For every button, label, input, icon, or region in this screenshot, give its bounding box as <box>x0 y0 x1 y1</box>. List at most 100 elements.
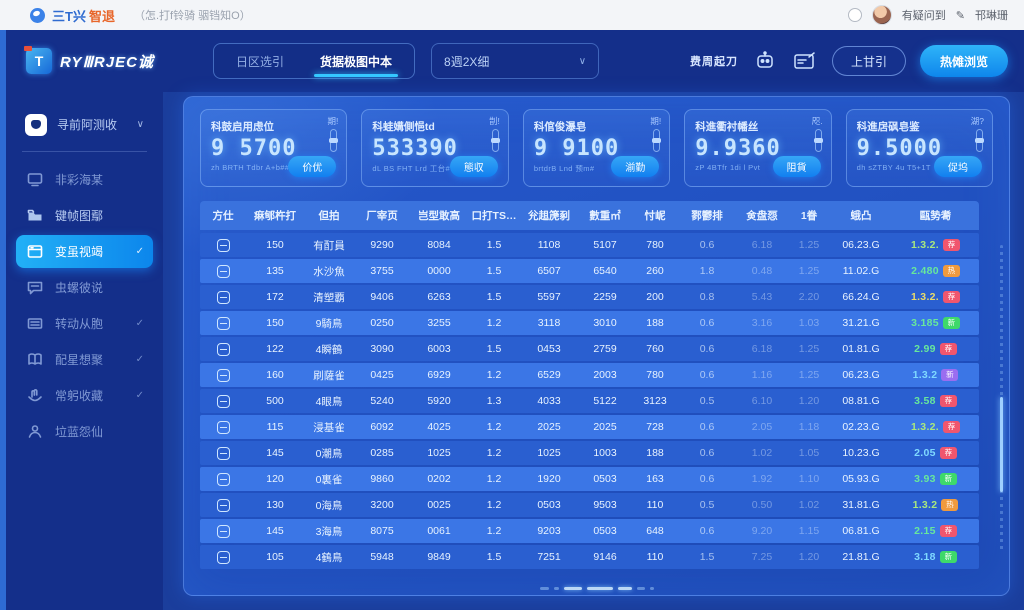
table-cell: 1.25 <box>798 343 820 355</box>
row-checkbox-icon[interactable] <box>216 472 230 486</box>
table-cell: 1.25 <box>798 239 820 251</box>
status-value: 3.18 <box>914 551 936 563</box>
table-column-header: 但拍 <box>318 210 340 222</box>
mini-slider-icon[interactable] <box>490 129 500 152</box>
stat-card-action-button[interactable]: 促坞 <box>934 156 983 177</box>
vertical-scrollbar-thumb[interactable] <box>1000 397 1003 492</box>
table-cell: 0250 <box>370 317 394 329</box>
table-row[interactable]: 115 浸基雀 6092 4025 1.2 2025 2025 728 0.6 … <box>200 415 979 439</box>
table-row[interactable]: 145 3海鳥 8075 0061 1.2 9203 0503 648 0.6 … <box>200 519 979 543</box>
row-checkbox-icon[interactable] <box>216 264 230 278</box>
table-row[interactable]: 122 4瞬鶴 3090 6003 1.5 0453 2759 760 0.6 … <box>200 337 979 361</box>
table-row[interactable]: 160 刷薩雀 0425 6929 1.2 6529 2003 780 0.6 … <box>200 363 979 387</box>
row-checkbox-icon[interactable] <box>216 420 230 434</box>
table-cell: 9406 <box>370 291 394 303</box>
horizontal-scrollbar[interactable] <box>539 587 654 590</box>
row-checkbox-icon[interactable] <box>216 524 230 538</box>
sidebar-item-trailing-icon: ∨ <box>136 119 144 130</box>
notification-circle-icon[interactable] <box>847 8 862 22</box>
main-header: 日区选引 货据极图中本 8週2X细 ∨ 费周起刀 上甘引 热傩浏览 <box>163 30 1024 92</box>
stat-card-action-button[interactable]: 价优 <box>288 156 337 177</box>
header-tab[interactable]: 货据极图中本 <box>302 44 410 78</box>
mini-slider-icon[interactable] <box>329 129 339 152</box>
row-checkbox-icon[interactable] <box>216 316 230 330</box>
browser-tab-title: （怎.打f铃骑 骃铛知O） <box>133 10 251 22</box>
robot-icon[interactable] <box>752 49 778 73</box>
secondary-button[interactable]: 上甘引 <box>831 46 906 76</box>
row-checkbox-icon[interactable] <box>216 394 230 408</box>
status-badge: 热 <box>941 499 959 511</box>
primary-button[interactable]: 热傩浏览 <box>919 45 1008 77</box>
row-checkbox-icon[interactable] <box>216 238 230 252</box>
status-badge: 荐 <box>939 395 957 407</box>
table-cell: 1025 <box>537 447 561 459</box>
sidebar-item[interactable]: 变虽视竭 ✓ <box>16 235 153 268</box>
sidebar-item[interactable]: 配星想聚 ✓ <box>16 343 153 376</box>
sidebar-item[interactable]: 常躬收藏 ✓ <box>16 379 153 412</box>
filter-select[interactable]: 8週2X细 ∨ <box>431 43 600 79</box>
sidebar-item[interactable]: 转动从胞 ✓ <box>16 307 153 340</box>
table-cell: 728 <box>646 421 664 433</box>
row-checkbox-icon[interactable] <box>216 290 230 304</box>
chevron-down-icon: ∨ <box>578 55 587 67</box>
status-value: 1.3.2. <box>910 239 940 251</box>
stat-card-action-button[interactable]: 阻貨 <box>772 156 821 177</box>
table-row[interactable]: 120 0裏雀 9860 0202 1.2 1920 0503 163 0.6 … <box>200 467 979 491</box>
table-cell: 1.5 <box>486 551 502 563</box>
table-cell: 7251 <box>537 551 561 563</box>
row-checkbox-icon[interactable] <box>216 550 230 564</box>
table-cell: 1.8 <box>699 265 715 277</box>
row-checkbox-icon[interactable] <box>216 368 230 382</box>
table-row[interactable]: 172 清塑覇 9406 6263 1.5 5597 2259 200 0.8 … <box>200 285 979 309</box>
table-cell: 2.05 <box>751 421 773 433</box>
table-row[interactable]: 150 有酊員 9290 8084 1.5 1108 5107 780 0.6 … <box>200 233 979 257</box>
table-cell: 9203 <box>537 525 561 537</box>
table-row[interactable]: 130 0海鳥 3200 0025 1.2 0503 9503 110 0.5 … <box>200 493 979 517</box>
row-checkbox-icon[interactable] <box>216 498 230 512</box>
table-row[interactable]: 500 4眼鳥 5240 5920 1.3 4033 5122 3123 0.5… <box>200 389 979 413</box>
stat-card-subtext: zh BRTH Tdbr A+b## <box>211 163 290 173</box>
table-cell: 0000 <box>427 265 451 277</box>
table-row[interactable]: 105 4鶴鳥 5948 9849 1.5 7251 9146 110 1.5 … <box>200 545 979 569</box>
mini-slider-icon[interactable] <box>975 129 985 152</box>
status-badge: 新 <box>942 317 960 329</box>
table-cell: 160 <box>266 369 284 381</box>
table-cell: 780 <box>646 239 664 251</box>
header-tab[interactable]: 日区选引 <box>236 54 285 69</box>
stat-card-action-button[interactable]: 態収 <box>449 156 498 177</box>
table-cell: 8075 <box>370 525 394 537</box>
avatar[interactable] <box>871 5 892 25</box>
sidebar-item-trailing-icon: ✓ <box>135 390 144 401</box>
row-checkbox-icon[interactable] <box>216 342 230 356</box>
sidebar-item[interactable]: 键帧图鄢 <box>16 199 153 232</box>
table-cell: 4025 <box>427 421 451 433</box>
table-cell: 1920 <box>537 473 561 485</box>
row-checkbox-icon[interactable] <box>216 446 230 460</box>
table-cell: 1.3 <box>486 395 502 407</box>
stat-card-action-button[interactable]: 湔勤 <box>611 156 660 177</box>
table-cell: 66.24.G <box>842 291 880 303</box>
table-cell: 4眼鳥 <box>315 395 343 408</box>
table-row[interactable]: 135 水沙魚 3755 0000 1.5 6507 6540 260 1.8 … <box>200 259 979 283</box>
sidebar-item[interactable]: 垃蓝怨仙 <box>16 415 153 448</box>
table-cell: 5107 <box>593 239 617 251</box>
table-cell: 1.2 <box>486 525 502 537</box>
table-cell: 9860 <box>370 473 394 485</box>
table-cell: 0202 <box>427 473 451 485</box>
table-row[interactable]: 145 0潮鳥 0285 1025 1.2 1025 1003 188 0.6 … <box>200 441 979 465</box>
sidebar-item[interactable]: 寻前阿测收 ∨ <box>16 108 153 141</box>
edit-profile-link[interactable]: 邗琳珊 <box>975 10 1008 22</box>
mini-slider-icon[interactable] <box>652 129 662 152</box>
billing-card-icon[interactable] <box>792 49 818 73</box>
sidebar-item[interactable]: 非彩海某 <box>16 163 153 196</box>
row-select-cell <box>200 550 246 564</box>
mini-slider-icon[interactable] <box>813 129 823 152</box>
brand: T RYⅢRJEC诚 <box>6 30 163 92</box>
table-cell: 0425 <box>370 369 394 381</box>
sidebar-nav: 寻前阿测收 ∨ 非彩海某 键帧图鄢 <box>6 92 163 451</box>
sidebar-item[interactable]: 虫螺彼说 <box>16 271 153 304</box>
table-cell: 0裏雀 <box>315 473 343 486</box>
table-row[interactable]: 150 9騎鳥 0250 3255 1.2 3118 3010 188 0.6 … <box>200 311 979 335</box>
table-cell: 130 <box>266 499 284 511</box>
user-name: 有疑问到 <box>901 10 946 22</box>
